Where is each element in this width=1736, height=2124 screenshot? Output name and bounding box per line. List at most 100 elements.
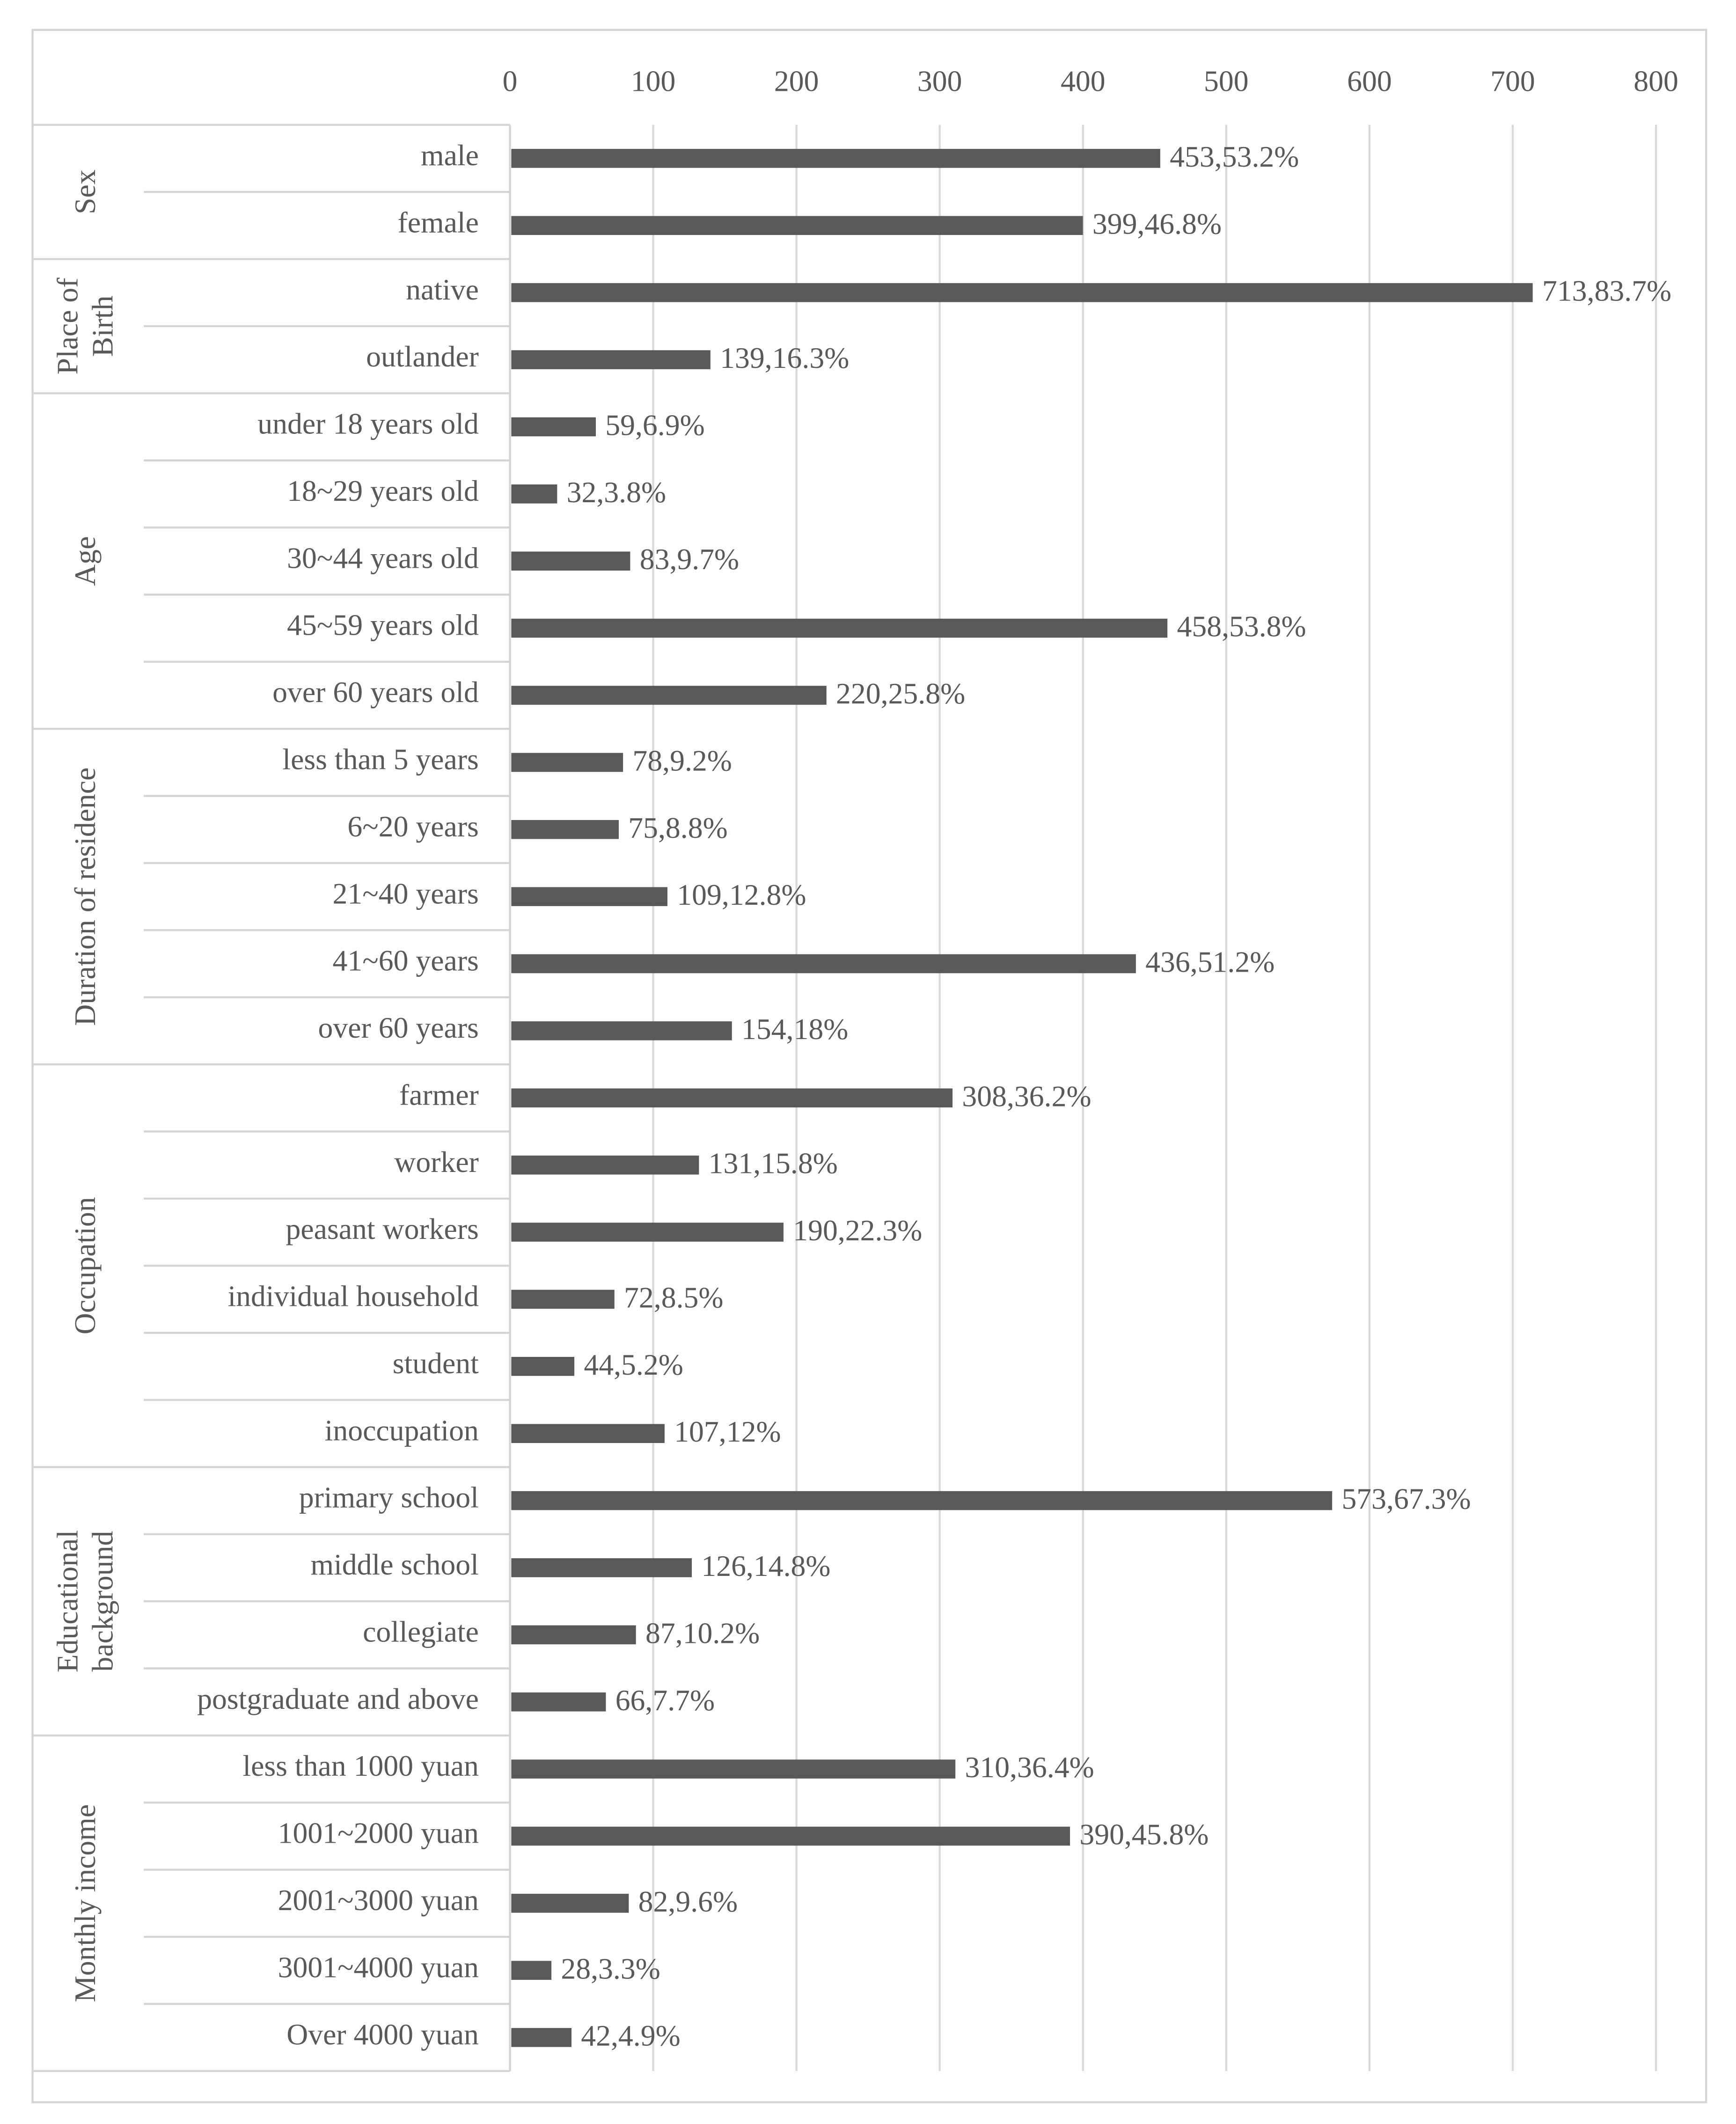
category-label: 45~59 years old	[287, 608, 479, 642]
bar	[511, 1424, 665, 1443]
bar	[511, 1558, 692, 1577]
category-label: primary school	[299, 1481, 479, 1514]
category-label: less than 5 years	[282, 742, 478, 776]
bar	[511, 1357, 575, 1376]
bar	[511, 1759, 956, 1779]
value-label: 28,3.3%	[561, 1952, 660, 1985]
x-tick-label: 200	[774, 64, 819, 97]
bar	[511, 1491, 1333, 1510]
value-label: 573,67.3%	[1341, 1482, 1471, 1516]
value-label: 131,15.8%	[709, 1147, 838, 1180]
value-label: 713,83.7%	[1542, 274, 1671, 308]
value-label: 139,16.3%	[720, 341, 849, 374]
category-label: inoccupation	[325, 1414, 479, 1447]
group-label: background	[86, 1531, 119, 1672]
group-label: Duration of residence	[68, 768, 102, 1026]
value-label: 87,10.2%	[645, 1616, 760, 1649]
category-label: native	[406, 273, 479, 306]
bar	[511, 417, 596, 437]
value-label: 66,7.7%	[615, 1684, 715, 1717]
group-label: Occupation	[68, 1197, 102, 1334]
bar	[511, 2028, 571, 2047]
bar	[511, 1021, 732, 1040]
value-label: 109,12.8%	[677, 878, 806, 911]
value-label: 154,18%	[741, 1012, 848, 1046]
bar	[511, 753, 623, 772]
bar	[511, 1692, 606, 1712]
bar	[511, 1223, 784, 1242]
bar	[511, 686, 827, 705]
bar	[511, 1894, 629, 1913]
bar	[511, 216, 1083, 235]
x-tick-label: 100	[631, 64, 676, 97]
group-label: Monthly income	[68, 1804, 102, 2002]
category-label: 21~40 years	[333, 877, 479, 910]
value-label: 453,53.2%	[1170, 140, 1299, 173]
category-label: 1001~2000 yuan	[278, 1816, 479, 1850]
bar	[511, 1155, 699, 1175]
bar	[511, 887, 668, 906]
bar	[511, 1625, 636, 1645]
category-label: Over 4000 yuan	[286, 2018, 479, 2051]
group-label: Age	[68, 536, 102, 586]
value-label: 75,8.8%	[628, 811, 727, 844]
x-tick-label: 300	[917, 64, 962, 97]
bar	[511, 1088, 953, 1108]
bar	[511, 350, 711, 369]
bar	[511, 551, 630, 571]
category-label: 6~20 years	[347, 810, 479, 843]
category-label: 18~29 years old	[287, 474, 479, 507]
value-label: 44,5.2%	[584, 1348, 683, 1381]
category-label: 3001~4000 yuan	[278, 1950, 479, 1984]
value-label: 59,6.9%	[605, 408, 704, 441]
bar	[511, 618, 1168, 638]
x-tick-label: 600	[1347, 64, 1392, 97]
value-label: 436,51.2%	[1145, 945, 1275, 979]
category-label: individual household	[227, 1280, 479, 1313]
category-label: less than 1000 yuan	[242, 1749, 479, 1782]
x-tick-label: 800	[1633, 64, 1678, 97]
bar	[511, 954, 1136, 974]
category-label: worker	[394, 1145, 479, 1179]
group-label: Birth	[86, 295, 119, 357]
value-label: 78,9.2%	[632, 744, 732, 777]
category-label: collegiate	[363, 1615, 479, 1648]
value-label: 220,25.8%	[836, 677, 965, 710]
value-label: 310,36.4%	[965, 1750, 1094, 1784]
value-label: 126,14.8%	[701, 1549, 830, 1582]
bar	[511, 1961, 552, 1980]
value-label: 72,8.5%	[624, 1281, 723, 1314]
bar	[511, 820, 619, 839]
category-label: student	[393, 1347, 479, 1380]
bar	[511, 283, 1533, 302]
group-label: Educational	[51, 1530, 84, 1672]
chart-border	[31, 29, 1707, 2103]
group-label: Place of	[51, 278, 84, 375]
value-label: 32,3.8%	[567, 476, 666, 509]
category-label: outlander	[366, 340, 479, 373]
category-label: 2001~3000 yuan	[278, 1883, 479, 1917]
value-label: 458,53.8%	[1177, 610, 1306, 643]
value-label: 399,46.8%	[1092, 207, 1222, 240]
bar	[511, 1289, 615, 1309]
value-label: 308,36.2%	[962, 1079, 1091, 1113]
category-label: over 60 years	[318, 1011, 479, 1044]
value-label: 42,4.9%	[581, 2019, 680, 2052]
x-tick-label: 0	[503, 64, 518, 97]
category-label: male	[421, 139, 479, 172]
value-label: 82,9.6%	[638, 1885, 738, 1918]
category-label: under 18 years old	[257, 407, 479, 440]
bar	[511, 1826, 1070, 1846]
value-label: 107,12%	[674, 1415, 781, 1448]
bar	[511, 149, 1160, 168]
bar	[511, 484, 557, 504]
category-label: over 60 years old	[272, 675, 479, 709]
category-label: 30~44 years old	[287, 541, 479, 574]
category-label: middle school	[311, 1548, 479, 1581]
x-tick-label: 500	[1204, 64, 1249, 97]
x-tick-label: 700	[1490, 64, 1535, 97]
group-label: Sex	[68, 169, 102, 214]
value-label: 83,9.7%	[640, 542, 739, 576]
category-label: peasant workers	[286, 1212, 479, 1245]
